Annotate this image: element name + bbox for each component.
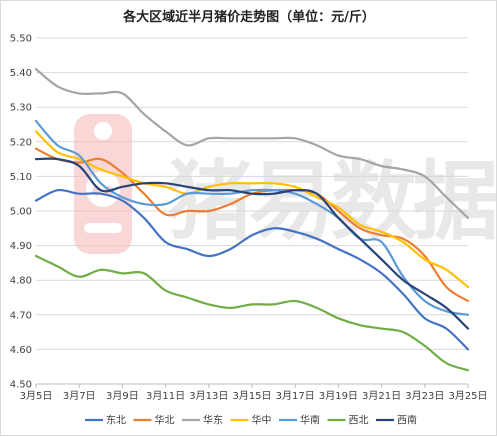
y-tick-label: 5.30 bbox=[10, 103, 32, 114]
x-tick-label: 3月9日 bbox=[106, 390, 139, 402]
legend: 东北 华北 华东 华中 华南 西北 西南 bbox=[85, 414, 417, 427]
x-tick-label: 3月15日 bbox=[232, 390, 271, 402]
x-tick-label: 3月7日 bbox=[63, 390, 96, 402]
legend-label-华中: 华中 bbox=[252, 414, 272, 427]
y-axis-ticks: 4.50 4.60 4.70 4.80 4.90 5.00 5.10 5.20 5.30 5.40… bbox=[10, 34, 32, 391]
series-line-华中 bbox=[34, 130, 470, 289]
legend-label-华北: 华北 bbox=[155, 414, 175, 427]
series-line-华南 bbox=[34, 119, 470, 316]
x-tick-label: 3月17日 bbox=[276, 390, 315, 402]
y-tick-label: 4.90 bbox=[10, 241, 32, 252]
watermark-logo-ring bbox=[86, 171, 120, 207]
y-tick-label: 5.40 bbox=[10, 68, 32, 79]
y-tick-label: 4.70 bbox=[10, 310, 32, 321]
x-tick-label: 3月11日 bbox=[146, 390, 185, 402]
x-tick-label: 3月21日 bbox=[362, 390, 401, 402]
y-tick-label: 5.20 bbox=[10, 137, 32, 148]
series-line-东北 bbox=[34, 188, 470, 351]
legend-label-西南: 西南 bbox=[397, 414, 417, 427]
y-tick-label: 4.60 bbox=[10, 345, 32, 356]
y-tick-label: 5.50 bbox=[10, 34, 32, 45]
x-tick-label: 3月5日 bbox=[20, 390, 53, 402]
series-line-华东 bbox=[34, 68, 470, 219]
series-line-西北 bbox=[34, 254, 470, 372]
watermark-text: 猪易数据 bbox=[167, 152, 497, 252]
x-tick-label: 3月23日 bbox=[405, 390, 444, 402]
series-line-西南 bbox=[34, 157, 470, 330]
legend-label-华东: 华东 bbox=[203, 414, 223, 427]
y-tick-label: 5.10 bbox=[10, 172, 32, 183]
watermark-logo-dot bbox=[94, 122, 112, 140]
legend-label-西北: 西北 bbox=[349, 415, 369, 427]
series-lines bbox=[34, 68, 470, 372]
x-tick-label: 3月13日 bbox=[189, 390, 228, 402]
x-tick-label: 3月19日 bbox=[319, 390, 358, 402]
chart-title: 各大区域近半月猪价走势图（单位：元/斤） bbox=[122, 9, 375, 25]
x-tick-label: 3月25日 bbox=[448, 390, 487, 402]
y-tick-label: 4.50 bbox=[10, 380, 32, 391]
y-tick-label: 5.00 bbox=[10, 207, 32, 218]
x-axis-ticks: 3月5日 3月7日 3月9日 3月11日 3月13日 3月15日 3月17日 3月19日 3月2… bbox=[20, 384, 488, 402]
watermark-logo-bar bbox=[84, 223, 122, 233]
legend-label-东北: 东北 bbox=[106, 414, 126, 427]
y-tick-label: 4.80 bbox=[10, 276, 32, 287]
legend-label-华南: 华南 bbox=[300, 414, 320, 427]
